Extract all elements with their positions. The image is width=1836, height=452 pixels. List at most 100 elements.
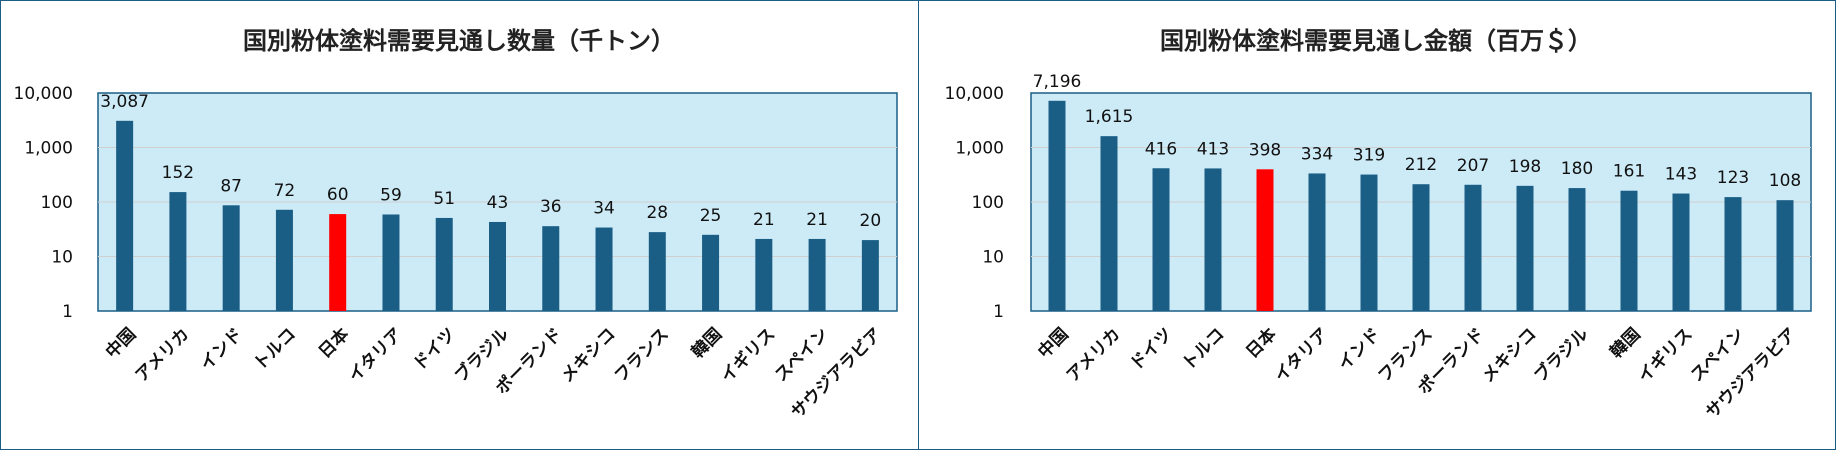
bar [1568, 188, 1586, 311]
bar [808, 238, 826, 311]
category-label: イギリス [717, 324, 779, 386]
category-label: アメリカ [1063, 324, 1125, 386]
bar-highlight [1256, 169, 1274, 311]
data-label: 7,196 [1033, 72, 1082, 92]
data-label: 51 [433, 189, 455, 209]
bar [1516, 185, 1534, 311]
bar [382, 214, 400, 311]
bar [1620, 190, 1638, 311]
bar [1776, 200, 1794, 311]
data-label: 416 [1145, 139, 1177, 159]
category-label: サウジアラビア [788, 324, 886, 422]
data-label: 25 [700, 206, 722, 226]
data-label: 36 [540, 197, 562, 217]
data-label: 152 [162, 163, 194, 183]
data-label: 180 [1561, 159, 1593, 179]
bar [1464, 184, 1482, 311]
category-label: サウジアラビア [1702, 324, 1800, 422]
category-label: 韓国 [687, 324, 726, 363]
bar [595, 227, 613, 311]
bar [702, 234, 720, 311]
category-label: メキシコ [1478, 324, 1540, 386]
bar [116, 120, 134, 311]
category-label: トルコ [1179, 324, 1229, 374]
bar [169, 192, 187, 311]
category-label: ドイツ [1126, 324, 1176, 374]
category-label: ドイツ [410, 324, 460, 374]
category-label: イタリア [1271, 324, 1333, 386]
category-label: インド [196, 324, 246, 374]
data-label: 108 [1769, 171, 1801, 191]
y-tick-label: 10 [982, 248, 1004, 268]
data-label: 59 [380, 185, 402, 205]
data-label: 212 [1405, 155, 1437, 175]
category-label: 日本 [1242, 324, 1281, 363]
bar [755, 238, 773, 311]
y-tick-label: 1,000 [24, 139, 73, 159]
bar [861, 240, 879, 311]
bar [1412, 184, 1430, 311]
bar [648, 232, 666, 311]
bar [435, 217, 453, 311]
data-label: 1,615 [1085, 107, 1134, 127]
data-label: 161 [1613, 162, 1645, 182]
y-tick-label: 1 [993, 302, 1004, 322]
bar [1204, 168, 1222, 311]
data-label: 34 [593, 199, 615, 219]
category-label: ブラジル [1530, 324, 1593, 387]
bar [1672, 193, 1690, 311]
data-label: 123 [1717, 168, 1749, 188]
data-label: 72 [274, 181, 296, 201]
data-label: 28 [646, 203, 668, 223]
category-label: アメリカ [132, 324, 194, 386]
bar [489, 221, 506, 311]
data-label: 207 [1457, 156, 1489, 176]
data-label: 21 [806, 210, 828, 230]
data-label: 198 [1509, 157, 1541, 177]
category-label: イギリス [1634, 324, 1696, 386]
category-label: 韓国 [1606, 324, 1645, 363]
quantity-chart-panel: 国別粉体塗料需要見通し数量（千トン） 1 10 100 1,000 10,000 3,08… [0, 0, 920, 450]
data-label: 334 [1301, 144, 1333, 164]
bar [275, 209, 293, 311]
data-label: 143 [1665, 165, 1697, 185]
y-tick-label: 100 [41, 193, 73, 213]
data-label: 398 [1249, 140, 1281, 160]
bar [1308, 173, 1326, 311]
y-tick-label: 1 [62, 302, 73, 322]
data-label: 60 [327, 185, 349, 205]
bar [1100, 136, 1118, 311]
data-label: 3,087 [100, 92, 149, 112]
category-label: イタリア [345, 324, 407, 386]
category-label: フランス [611, 324, 673, 386]
data-label: 413 [1197, 139, 1229, 159]
y-tick-label: 10 [51, 248, 73, 268]
value-chart: 国別粉体塗料需要見通し金額（百万＄） 1 10 100 1,000 10,000 7,19… [945, 27, 1812, 423]
category-label: インド [1334, 324, 1384, 374]
data-label: 43 [487, 193, 509, 213]
bar [1724, 197, 1742, 311]
chart-title: 国別粉体塗料需要見通し金額（百万＄） [1160, 27, 1592, 55]
y-tick-label: 10,000 [945, 84, 1004, 104]
bar [542, 226, 560, 311]
category-label: 日本 [314, 324, 353, 363]
value-chart-panel: 国別粉体塗料需要見通し金額（百万＄） 1 10 100 1,000 10,000 7,19… [918, 0, 1836, 450]
data-label: 87 [220, 176, 242, 196]
data-label: 20 [860, 211, 882, 231]
bar [1152, 168, 1170, 311]
y-tick-label: 10,000 [14, 84, 73, 104]
bar-highlight [329, 214, 347, 311]
chart-title: 国別粉体塗料需要見通し数量（千トン） [243, 27, 675, 55]
category-label: メキシコ [557, 324, 619, 386]
category-label: トルコ [250, 324, 300, 374]
bar [1360, 174, 1378, 311]
bar [222, 205, 240, 311]
data-label: 319 [1353, 146, 1385, 166]
bar [1048, 100, 1066, 311]
data-label: 21 [753, 210, 775, 230]
category-label: 中国 [1034, 324, 1073, 363]
y-tick-label: 1,000 [955, 139, 1004, 159]
y-tick-label: 100 [972, 193, 1004, 213]
category-label: 中国 [101, 324, 140, 363]
